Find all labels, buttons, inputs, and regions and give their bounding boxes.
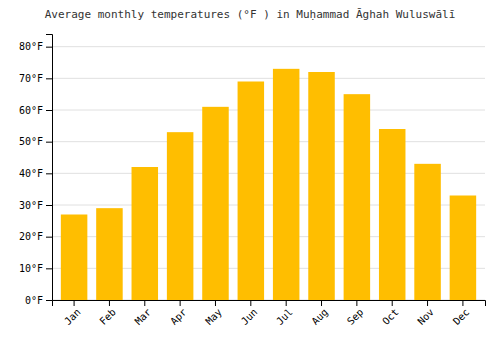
x-tick-label: Mar: [133, 306, 154, 327]
y-tick-label: 50°F: [19, 136, 43, 147]
y-tick-label: 0°F: [25, 295, 43, 306]
x-tick-mark: [74, 300, 75, 306]
x-tick-mark: [286, 300, 287, 306]
y-tick-label: 40°F: [19, 168, 43, 179]
x-tick-label: Apr: [168, 306, 189, 327]
y-tick-mark: [46, 205, 52, 206]
x-tick: Apr: [168, 300, 189, 327]
bar: [273, 69, 300, 300]
x-tick: Dec: [451, 300, 472, 327]
x-tick-mark: [109, 300, 110, 306]
y-tick: 30°F: [19, 200, 52, 211]
y-tick-mark: [46, 110, 52, 111]
bar: [167, 132, 194, 300]
bar: [61, 215, 88, 301]
grid-line: [52, 46, 485, 47]
x-tick-mark: [250, 300, 251, 306]
y-tick: 40°F: [19, 168, 52, 179]
x-tick-mark: [427, 300, 428, 306]
chart: Average monthly temperatures (°F ) in Mu…: [0, 0, 500, 350]
y-tick: 70°F: [19, 73, 52, 84]
x-axis: Jan Feb Mar Apr May Jun Jul Aug Sep Oct Nov Dec: [53, 300, 486, 327]
y-tick: 20°F: [19, 231, 52, 242]
bar: [379, 129, 406, 300]
x-tick-mark: [392, 300, 393, 306]
grid-line: [52, 141, 485, 142]
x-tick-label: Aug: [309, 306, 330, 327]
y-tick-mark: [46, 78, 52, 79]
x-tick: Mar: [133, 300, 154, 327]
x-tick-label: May: [203, 306, 224, 327]
y-tick-mark: [46, 237, 52, 238]
y-tick-mark: [46, 142, 52, 143]
x-tick: Aug: [309, 300, 330, 327]
y-tick-label: 30°F: [19, 200, 43, 211]
x-tick: Jun: [239, 300, 260, 327]
title: Average monthly temperatures (°F ) in Mu…: [45, 8, 456, 21]
y-axis-line: [46, 35, 53, 301]
bars: [61, 69, 476, 300]
x-tick: May: [203, 300, 224, 327]
y-tick-mark: [46, 300, 52, 301]
y-tick-label: 80°F: [19, 41, 43, 52]
y-tick: 0°F: [25, 295, 52, 306]
y-tick-label: 20°F: [19, 231, 43, 242]
bar: [238, 82, 265, 301]
x-tick-mark: [180, 300, 181, 306]
x-tick-label: Sep: [345, 306, 366, 327]
bar: [450, 196, 477, 301]
bar: [414, 164, 441, 300]
x-tick: Jul: [274, 300, 295, 327]
grid: [52, 47, 485, 300]
y-tick-label: 70°F: [19, 73, 43, 84]
x-tick-mark: [215, 300, 216, 306]
x-tick-label: Feb: [97, 306, 118, 327]
bar: [308, 72, 335, 300]
x-tick-label: Oct: [380, 306, 401, 327]
plot: 0°F 10°F 20°F 30°F 40°F 50°F 60°F 70°F 80°F Jan Fe…: [19, 35, 486, 327]
grid-line: [52, 78, 485, 79]
y-tick-mark: [46, 268, 52, 269]
y-axis: 0°F 10°F 20°F 30°F 40°F 50°F 60°F 70°F 80°F: [19, 35, 53, 306]
y-tick-mark: [46, 173, 52, 174]
y-tick: 80°F: [19, 41, 52, 52]
x-tick-mark: [144, 300, 145, 306]
y-tick: 10°F: [19, 263, 52, 274]
y-tick-mark: [46, 47, 52, 48]
y-tick-label: 10°F: [19, 263, 43, 274]
x-tick-mark: [356, 300, 357, 306]
x-tick: Nov: [415, 300, 436, 327]
y-tick: 60°F: [19, 105, 52, 116]
x-tick-label: Nov: [415, 306, 436, 327]
x-tick-mark: [462, 300, 463, 306]
x-axis-line: [53, 301, 486, 307]
x-tick-label: Jan: [62, 306, 83, 327]
x-tick-label: Dec: [451, 306, 472, 327]
x-tick-mark: [321, 300, 322, 306]
bar: [202, 107, 229, 300]
x-tick-label: Jun: [239, 306, 260, 327]
grid-line: [52, 110, 485, 111]
bar: [132, 167, 159, 300]
x-tick: Jan: [62, 300, 83, 327]
bar: [96, 208, 123, 300]
bar: [344, 94, 371, 300]
x-tick: Feb: [97, 300, 118, 327]
x-tick: Oct: [380, 300, 401, 327]
y-tick: 50°F: [19, 136, 52, 147]
x-tick: Sep: [345, 300, 366, 327]
y-tick-label: 60°F: [19, 105, 43, 116]
x-tick-label: Jul: [274, 306, 295, 327]
